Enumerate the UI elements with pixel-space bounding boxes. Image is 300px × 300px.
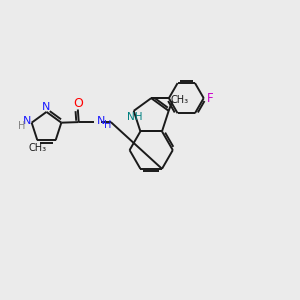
Text: N: N [42, 102, 51, 112]
Text: F: F [207, 92, 214, 105]
Text: CH₃: CH₃ [170, 95, 188, 105]
Text: N: N [22, 116, 31, 127]
Text: O: O [73, 97, 83, 110]
Text: N: N [96, 116, 105, 126]
Text: NH: NH [127, 112, 142, 122]
Text: CH₃: CH₃ [28, 142, 46, 153]
Text: H: H [18, 121, 25, 131]
Text: H: H [103, 120, 111, 130]
